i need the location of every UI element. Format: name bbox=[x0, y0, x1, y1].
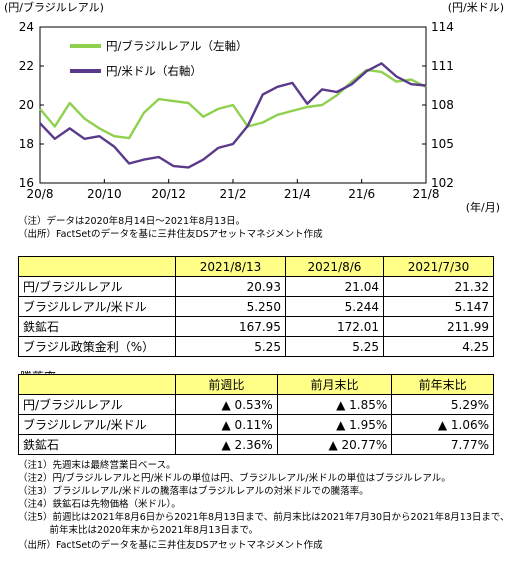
cell: ▲ 2.36% bbox=[175, 434, 278, 455]
cell: 20.93 bbox=[175, 276, 286, 297]
cell: 211.99 bbox=[383, 316, 494, 337]
legend-label: 円/ブラジルレアル（左軸） bbox=[106, 39, 248, 53]
x-tick-label: 20/10 bbox=[87, 187, 122, 201]
chart-note-1: （注）データは2020年8月14日～2021年8月13日。 bbox=[18, 216, 246, 227]
cell: 7.77% bbox=[391, 434, 494, 455]
table-row: ブラジル政策金利（%） 5.25 5.25 4.25 bbox=[18, 336, 494, 357]
table-row: 円/ブラジルレアル ▲ 0.53% ▲ 1.85% 5.29% bbox=[18, 394, 494, 415]
row-label: ブラジル政策金利（%） bbox=[18, 336, 176, 357]
levels-table: 2021/8/13 2021/8/6 2021/7/30 円/ブラジルレアル 2… bbox=[18, 256, 494, 357]
right-tick-label: 102 bbox=[431, 176, 454, 190]
cell: 4.25 bbox=[383, 336, 494, 357]
header-month: 前月末比 bbox=[276, 374, 393, 395]
footnote-4: （注4）鉄鉱石は先物価格（米ドル）。 bbox=[18, 499, 181, 510]
cell: ▲ 1.85% bbox=[276, 394, 393, 415]
table-row: ブラジルレアル/米ドル 5.250 5.244 5.147 bbox=[18, 296, 494, 317]
cell: 5.244 bbox=[284, 296, 385, 317]
footnote-1: （注1）先週末は最終営業日ベース。 bbox=[18, 460, 176, 471]
right-tick-label: 114 bbox=[431, 20, 454, 34]
series-line-brl-jpy bbox=[39, 68, 427, 140]
cell: 5.29% bbox=[391, 394, 494, 415]
levels-table-header: 2021/8/13 2021/8/6 2021/7/30 bbox=[18, 256, 494, 277]
x-unit-label: (年/月) bbox=[466, 200, 500, 214]
table-row: 円/ブラジルレアル 20.93 21.04 21.32 bbox=[18, 276, 494, 297]
cell: 5.147 bbox=[383, 296, 494, 317]
x-tick-label: 21/8 bbox=[413, 187, 440, 201]
table-row: ブラジルレアル/米ドル ▲ 0.11% ▲ 1.95% ▲ 1.06% bbox=[18, 414, 494, 435]
table-row: 鉄鉱石 167.95 172.01 211.99 bbox=[18, 316, 494, 337]
row-label: ブラジルレアル/米ドル bbox=[18, 414, 176, 435]
x-tick-label: 20/8 bbox=[27, 187, 54, 201]
left-tick-label: 24 bbox=[19, 20, 34, 34]
footnote-3: （注3）ブラジルレアル/米ドルの騰落率はブラジルレアルの対米ドルでの騰落率。 bbox=[18, 486, 369, 497]
cell: 5.25 bbox=[284, 336, 385, 357]
series-line-usd-jpy bbox=[39, 62, 427, 169]
cell: 21.04 bbox=[284, 276, 385, 297]
x-tick-label: 20/12 bbox=[151, 187, 186, 201]
cell: 172.01 bbox=[284, 316, 385, 337]
chart-source: （出所）FactSetのデータを基に三井住友DSアセットマネジメント作成 bbox=[18, 229, 323, 240]
row-label: 鉄鉱石 bbox=[18, 434, 176, 455]
axes: 16 18 20 22 24 102 105 108 111 114 20/8 20/10 20/12 2… bbox=[19, 20, 454, 201]
header-date-3: 2021/7/30 bbox=[383, 256, 494, 277]
x-tick-label: 21/2 bbox=[220, 187, 247, 201]
left-tick-label: 20 bbox=[19, 98, 34, 112]
cell: 21.32 bbox=[383, 276, 494, 297]
cell: 5.250 bbox=[175, 296, 286, 317]
footnote-2: （注2）円/ブラジルレアルと円/米ドルの単位は円、ブラジルレアル/米ドルの単位は… bbox=[18, 473, 451, 484]
series-lines bbox=[39, 62, 427, 169]
cell: ▲ 1.95% bbox=[276, 414, 393, 435]
cell: ▲ 0.11% bbox=[175, 414, 278, 435]
legend: 円/ブラジルレアル（左軸） 円/米ドル（右軸） bbox=[70, 39, 248, 78]
right-tick-label: 111 bbox=[431, 59, 454, 73]
cell: ▲ 20.77% bbox=[276, 434, 393, 455]
footnote-5-cont: 前年末比は2020年末から2021年8月13日まで。 bbox=[18, 525, 259, 536]
left-tick-label: 22 bbox=[19, 59, 34, 73]
left-tick-label: 18 bbox=[19, 137, 34, 151]
change-table-header: 前週比 前月末比 前年末比 bbox=[18, 374, 494, 395]
header-date-2: 2021/8/6 bbox=[284, 256, 385, 277]
right-tick-label: 105 bbox=[431, 137, 454, 151]
footnote-5: （注5）前週比は2021年8月6日から2021年8月13日まで、前月末比は202… bbox=[18, 512, 508, 523]
cell: ▲ 1.06% bbox=[391, 414, 494, 435]
cell: 167.95 bbox=[175, 316, 286, 337]
table-row: 鉄鉱石 ▲ 2.36% ▲ 20.77% 7.77% bbox=[18, 434, 494, 455]
header-week: 前週比 bbox=[175, 374, 278, 395]
header-date-1: 2021/8/13 bbox=[175, 256, 286, 277]
right-tick-label: 108 bbox=[431, 98, 454, 112]
right-axis-title: (円/米ドル) bbox=[448, 1, 504, 14]
row-label: 円/ブラジルレアル bbox=[18, 276, 176, 297]
cell: ▲ 0.53% bbox=[175, 394, 278, 415]
header-year: 前年末比 bbox=[391, 374, 494, 395]
row-label: 円/ブラジルレアル bbox=[18, 394, 176, 415]
header-blank bbox=[18, 374, 176, 395]
x-tick-label: 21/6 bbox=[348, 187, 375, 201]
row-label: ブラジルレアル/米ドル bbox=[18, 296, 176, 317]
left-axis-title: (円/ブラジルレアル) bbox=[4, 0, 104, 14]
left-tick-label: 16 bbox=[19, 176, 34, 190]
legend-label: 円/米ドル（右軸） bbox=[106, 64, 202, 78]
x-tick-label: 21/4 bbox=[284, 187, 311, 201]
row-label: 鉄鉱石 bbox=[18, 316, 176, 337]
exchange-rate-chart: (円/ブラジルレアル) (円/米ドル) 16182022241021051081… bbox=[4, 0, 504, 214]
change-rate-table: 前週比 前月末比 前年末比 円/ブラジルレアル ▲ 0.53% ▲ 1.85% … bbox=[18, 374, 494, 455]
footnote-source: （出所）FactSetのデータを基に三井住友DSアセットマネジメント作成 bbox=[18, 540, 323, 551]
cell: 5.25 bbox=[175, 336, 286, 357]
header-blank bbox=[18, 256, 176, 277]
